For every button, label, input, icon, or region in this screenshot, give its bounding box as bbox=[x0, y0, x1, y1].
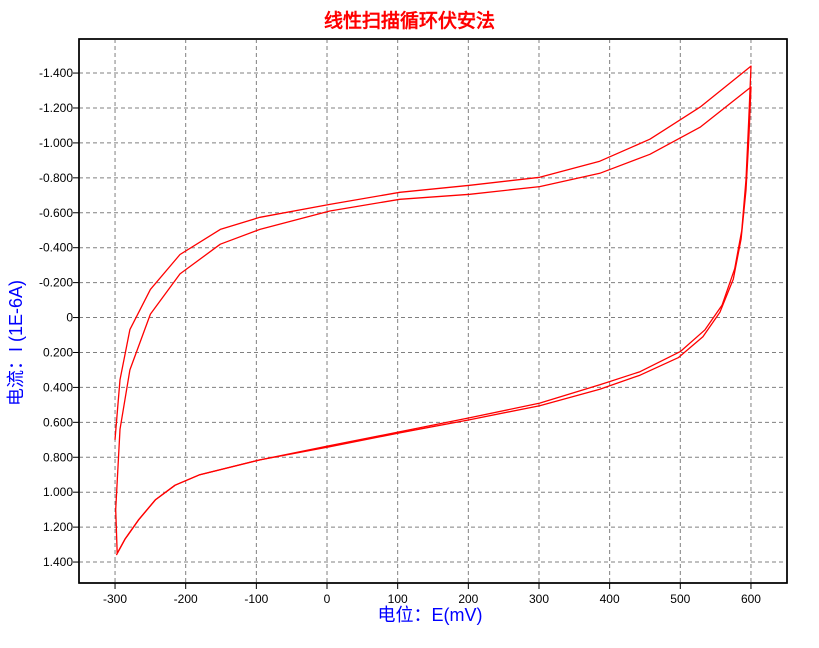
x-tick-label: 400 bbox=[600, 592, 620, 606]
y-tick-label: 1.400 bbox=[43, 555, 73, 569]
x-tick-label: -200 bbox=[174, 592, 198, 606]
x-tick-label: -100 bbox=[244, 592, 268, 606]
y-tick-label: -0.800 bbox=[39, 171, 73, 185]
y-tick-label: -0.400 bbox=[39, 241, 73, 255]
y-tick-label: -0.600 bbox=[39, 206, 73, 220]
y-axis-label: 电流：I (1E-6A) bbox=[6, 279, 26, 407]
x-tick-label: 600 bbox=[741, 592, 761, 606]
x-tick-label: 500 bbox=[670, 592, 690, 606]
chart-title: 线性扫描循环伏安法 bbox=[323, 11, 495, 32]
x-tick-label: 200 bbox=[458, 592, 478, 606]
y-tick-label: 0.400 bbox=[43, 380, 73, 394]
x-tick-label: 100 bbox=[388, 592, 408, 606]
y-tick-label: 0.800 bbox=[43, 450, 73, 464]
cv-cycle-2-line bbox=[115, 86, 752, 556]
y-tick-label: 1.000 bbox=[43, 485, 73, 499]
y-tick-label: -1.400 bbox=[39, 66, 73, 80]
plot-border bbox=[78, 38, 788, 584]
y-tick-label: -1.000 bbox=[39, 136, 73, 150]
y-tick-label: -0.200 bbox=[39, 276, 73, 290]
y-tick-label: 0.200 bbox=[43, 345, 73, 359]
y-tick-label: -1.200 bbox=[39, 101, 73, 115]
y-tick-label: 0 bbox=[66, 311, 73, 325]
x-tick-label: 0 bbox=[324, 592, 331, 606]
y-tick-label: 1.200 bbox=[43, 520, 73, 534]
x-axis-label: 电位：E(mV) bbox=[377, 605, 483, 625]
x-tick-label: -300 bbox=[103, 592, 127, 606]
x-tick-label: 300 bbox=[529, 592, 549, 606]
y-tick-label: 0.600 bbox=[43, 415, 73, 429]
